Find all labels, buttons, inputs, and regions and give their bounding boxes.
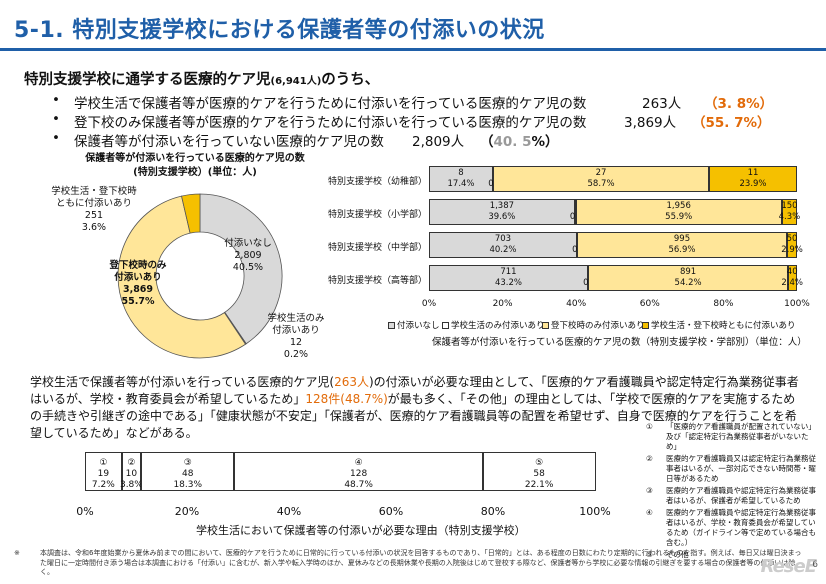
pie-label-school: 学校生活のみ 付添いあり 12 0.2%: [267, 313, 325, 360]
reason-segment: [482, 452, 596, 491]
pie-label-both: 学校生活・登下校時 ともに付添いあり 251 3.6%: [51, 186, 137, 233]
summary-paragraph: 学校生活で保護者等が付添いを行っている医療的ケア児(263人)の付添いが必要な理…: [30, 375, 799, 440]
intro-lead: 特別支援学校に通学する医療的ケア児: [24, 72, 271, 88]
bullet-dot: •: [52, 92, 60, 108]
reason-segment-label: ④ 128 48.7%: [344, 458, 373, 490]
bar-segment-label: 995 56.9%: [668, 234, 696, 255]
bar-x-tick: 60%: [639, 299, 660, 309]
bullet-dot: •: [52, 130, 60, 146]
bar-x-tick: 0%: [421, 299, 437, 309]
bullet-percent: （3. 8%）: [704, 96, 774, 112]
bar-segment-label: 891 54.2%: [674, 267, 702, 288]
pie-slice-2: [117, 195, 247, 359]
bar-segment: [709, 166, 797, 192]
reason-x-tick: 80%: [480, 505, 506, 518]
bar-x-tick: 80%: [713, 299, 734, 309]
reason-x-tick: 0%: [76, 505, 94, 518]
bar-segment-label: 1,956 55.9%: [665, 201, 693, 222]
bar-x-tick: 20%: [492, 299, 513, 309]
bar-segment-label: 40 2.4%: [781, 267, 803, 288]
reason-segment: [234, 452, 483, 491]
pie-label-commute: 登下校時のみ 付添いあり 3,869 55.7%: [109, 260, 167, 307]
reason-note: ⑤ その他: [646, 550, 689, 559]
bullet-count: 2,809人: [412, 134, 465, 150]
legend-swatch: [642, 322, 649, 329]
bullet-count: 263人: [642, 96, 682, 112]
reason-segment-label: ① 19 7.2%: [91, 458, 115, 490]
pie-chart: [117, 193, 283, 359]
bullet-percent: （40. 5%）: [480, 134, 559, 150]
reason-notes: ① 「医療的ケア看護職員が配置されていない」及び「認定特定行為業務従事者がいないた…: [646, 422, 816, 562]
pie-slice-0: [199, 193, 283, 345]
bar-segment: [429, 232, 577, 258]
reason-note: ① 「医療的ケア看護職員が配置されていない」及び「認定特定行為業務従事者がいないた…: [646, 422, 816, 451]
intro-count: (6,941人): [270, 76, 322, 87]
bar-legend-item: 学校生活・登下校時ともに付添いあり: [642, 319, 796, 331]
bar-segment: [786, 232, 798, 258]
page-title: 5-1. 特別支援学校における保護者等の付添いの状況: [14, 18, 545, 43]
title-underline: [0, 48, 826, 51]
pie-title-line1: 保護者等が付添いを行っている医療的ケア児の数: [85, 153, 305, 164]
bar-legend-item: 登下校時のみ付添いあり: [542, 319, 645, 331]
pie-title: 保護者等が付添いを行っている医療的ケア児の数 (特別支援学校）(単位：人): [60, 152, 330, 180]
reason-x-tick: 60%: [378, 505, 404, 518]
bar-row-label: 特別支援学校（中学部）: [328, 243, 428, 253]
pie-label-none: 付添いなし 2,809 40.5%: [224, 238, 272, 273]
pie-slice-3: [181, 193, 201, 234]
bar-segment: [493, 166, 710, 192]
reason-segment: [85, 452, 122, 491]
bar-segment-label: 27 58.7%: [587, 168, 615, 189]
bar-segment-label: 50 2.9%: [781, 234, 803, 255]
reason-segment-label: ⑤ 58 22.1%: [524, 458, 554, 490]
bullet-count: 3,869人: [624, 115, 677, 131]
intro-tail: のうち、: [321, 72, 380, 88]
bar-segment: [575, 199, 782, 225]
bar-segment: [577, 232, 787, 258]
bar-segment-label: 703 40.2%: [489, 234, 517, 255]
reason-note: ④ 医療的ケア看護職員や認定特定行為業務従事者はいるが、学校・教育委員会が希望して…: [646, 508, 816, 547]
bar-row-label: 特別支援学校（幼稚部）: [328, 177, 428, 187]
bar-segment: [429, 199, 575, 225]
pie-title-line2: (特別支援学校）(単位：人): [133, 167, 257, 178]
bar-row-label: 特別支援学校（高等部）: [328, 276, 428, 286]
legend-swatch: [442, 322, 449, 329]
legend-swatch: [542, 322, 549, 329]
bar-segment-label: 711 43.2%: [494, 267, 522, 288]
bullet-text: 学校生活で保護者等が医療的ケアを行うために付添いを行っている医療的ケア児の数: [74, 96, 587, 112]
reason-segment: [141, 452, 235, 491]
intro-heading: 特別支援学校に通学する医療的ケア児(6,941人)のうち、: [24, 68, 379, 89]
bar-chart-caption: 保護者等が付添いを行っている医療的ケア児の数（特別支援学校・学部別）（単位：人）: [432, 337, 807, 348]
bar-segment-label: 8 17.4%: [447, 168, 475, 189]
bullet-percent: （55. 7%）: [692, 115, 771, 131]
reason-x-tick: 100%: [579, 505, 611, 518]
bar-segment: [429, 166, 494, 192]
reason-x-tick: 40%: [276, 505, 302, 518]
reason-note: ③ 医療的ケア看護職員や認定特定行為業務従事者はいるが、保護者が希望しているため: [646, 486, 816, 505]
bar-segment: [781, 199, 798, 225]
bar-x-tick: 40%: [566, 299, 587, 309]
bar-segment-label: 11 23.9%: [739, 168, 767, 189]
bar-segment: [429, 265, 588, 291]
reason-segment-label: ③ 48 18.3%: [173, 458, 203, 490]
reason-segment-label: ② 10 3.8%: [119, 458, 143, 490]
bar-segment: [588, 265, 788, 291]
bar-segment-label: 150 4.3%: [778, 201, 801, 222]
page-number: 6: [812, 560, 818, 570]
site-logo: ReseE: [760, 556, 817, 577]
bar-legend-item: 付添いなし: [388, 319, 440, 331]
bar-legend-item: 学校生活のみ付添いあり: [442, 319, 545, 331]
bullet-text: 登下校のみ保護者等が医療的ケアを行うために付添いを行っている医療的ケア児の数: [74, 115, 587, 131]
bar-row-label: 特別支援学校（小学部）: [328, 210, 428, 220]
bar-x-tick: 100%: [784, 299, 810, 309]
reason-note: ② 医療的ケア看護職員又は認定特定行為業務従事者はいるが、一部対応できない時間帯・…: [646, 454, 816, 483]
bar-segment-label: 1,387 39.6%: [488, 201, 516, 222]
reason-x-tick: 20%: [174, 505, 200, 518]
footnote: ※ 本調査は、令和6年度始業から夏休み前までの間において、医療的ケアを行うために…: [14, 549, 802, 576]
reasons-axis-label: 学校生活において保護者等の付添いが必要な理由（特別支援学校）: [196, 524, 526, 537]
bullet-text: 保護者等が付添いを行っていない医療的ケア児の数: [74, 134, 384, 150]
bullet-dot: •: [52, 111, 60, 127]
bar-segment: [787, 265, 797, 291]
reason-segment: [121, 452, 142, 491]
legend-swatch: [388, 322, 395, 329]
